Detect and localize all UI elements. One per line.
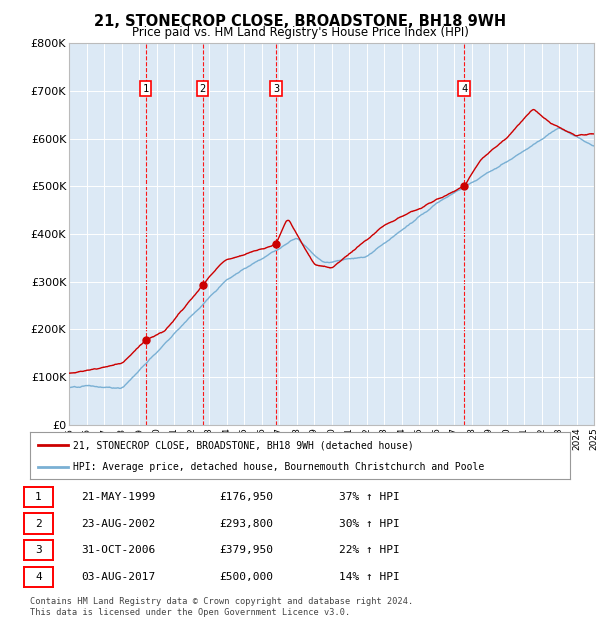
Text: HPI: Average price, detached house, Bournemouth Christchurch and Poole: HPI: Average price, detached house, Bour…	[73, 462, 484, 472]
Text: 21, STONECROP CLOSE, BROADSTONE, BH18 9WH (detached house): 21, STONECROP CLOSE, BROADSTONE, BH18 9W…	[73, 440, 414, 450]
Text: £293,800: £293,800	[219, 518, 273, 529]
Text: 30% ↑ HPI: 30% ↑ HPI	[339, 518, 400, 529]
Text: 31-OCT-2006: 31-OCT-2006	[81, 545, 155, 556]
Text: 4: 4	[35, 572, 42, 582]
Text: 37% ↑ HPI: 37% ↑ HPI	[339, 492, 400, 502]
Text: £500,000: £500,000	[219, 572, 273, 582]
Text: 2: 2	[200, 84, 206, 94]
Text: 21, STONECROP CLOSE, BROADSTONE, BH18 9WH: 21, STONECROP CLOSE, BROADSTONE, BH18 9W…	[94, 14, 506, 29]
Text: 22% ↑ HPI: 22% ↑ HPI	[339, 545, 400, 556]
Text: 23-AUG-2002: 23-AUG-2002	[81, 518, 155, 529]
Text: 3: 3	[35, 545, 42, 556]
Text: 3: 3	[273, 84, 279, 94]
Text: 1: 1	[35, 492, 42, 502]
Text: £379,950: £379,950	[219, 545, 273, 556]
Text: 2: 2	[35, 518, 42, 529]
Text: 14% ↑ HPI: 14% ↑ HPI	[339, 572, 400, 582]
Text: Contains HM Land Registry data © Crown copyright and database right 2024.
This d: Contains HM Land Registry data © Crown c…	[30, 598, 413, 617]
Text: Price paid vs. HM Land Registry's House Price Index (HPI): Price paid vs. HM Land Registry's House …	[131, 26, 469, 39]
Text: 4: 4	[461, 84, 467, 94]
Text: 03-AUG-2017: 03-AUG-2017	[81, 572, 155, 582]
Text: 1: 1	[143, 84, 149, 94]
Text: £176,950: £176,950	[219, 492, 273, 502]
Text: 21-MAY-1999: 21-MAY-1999	[81, 492, 155, 502]
